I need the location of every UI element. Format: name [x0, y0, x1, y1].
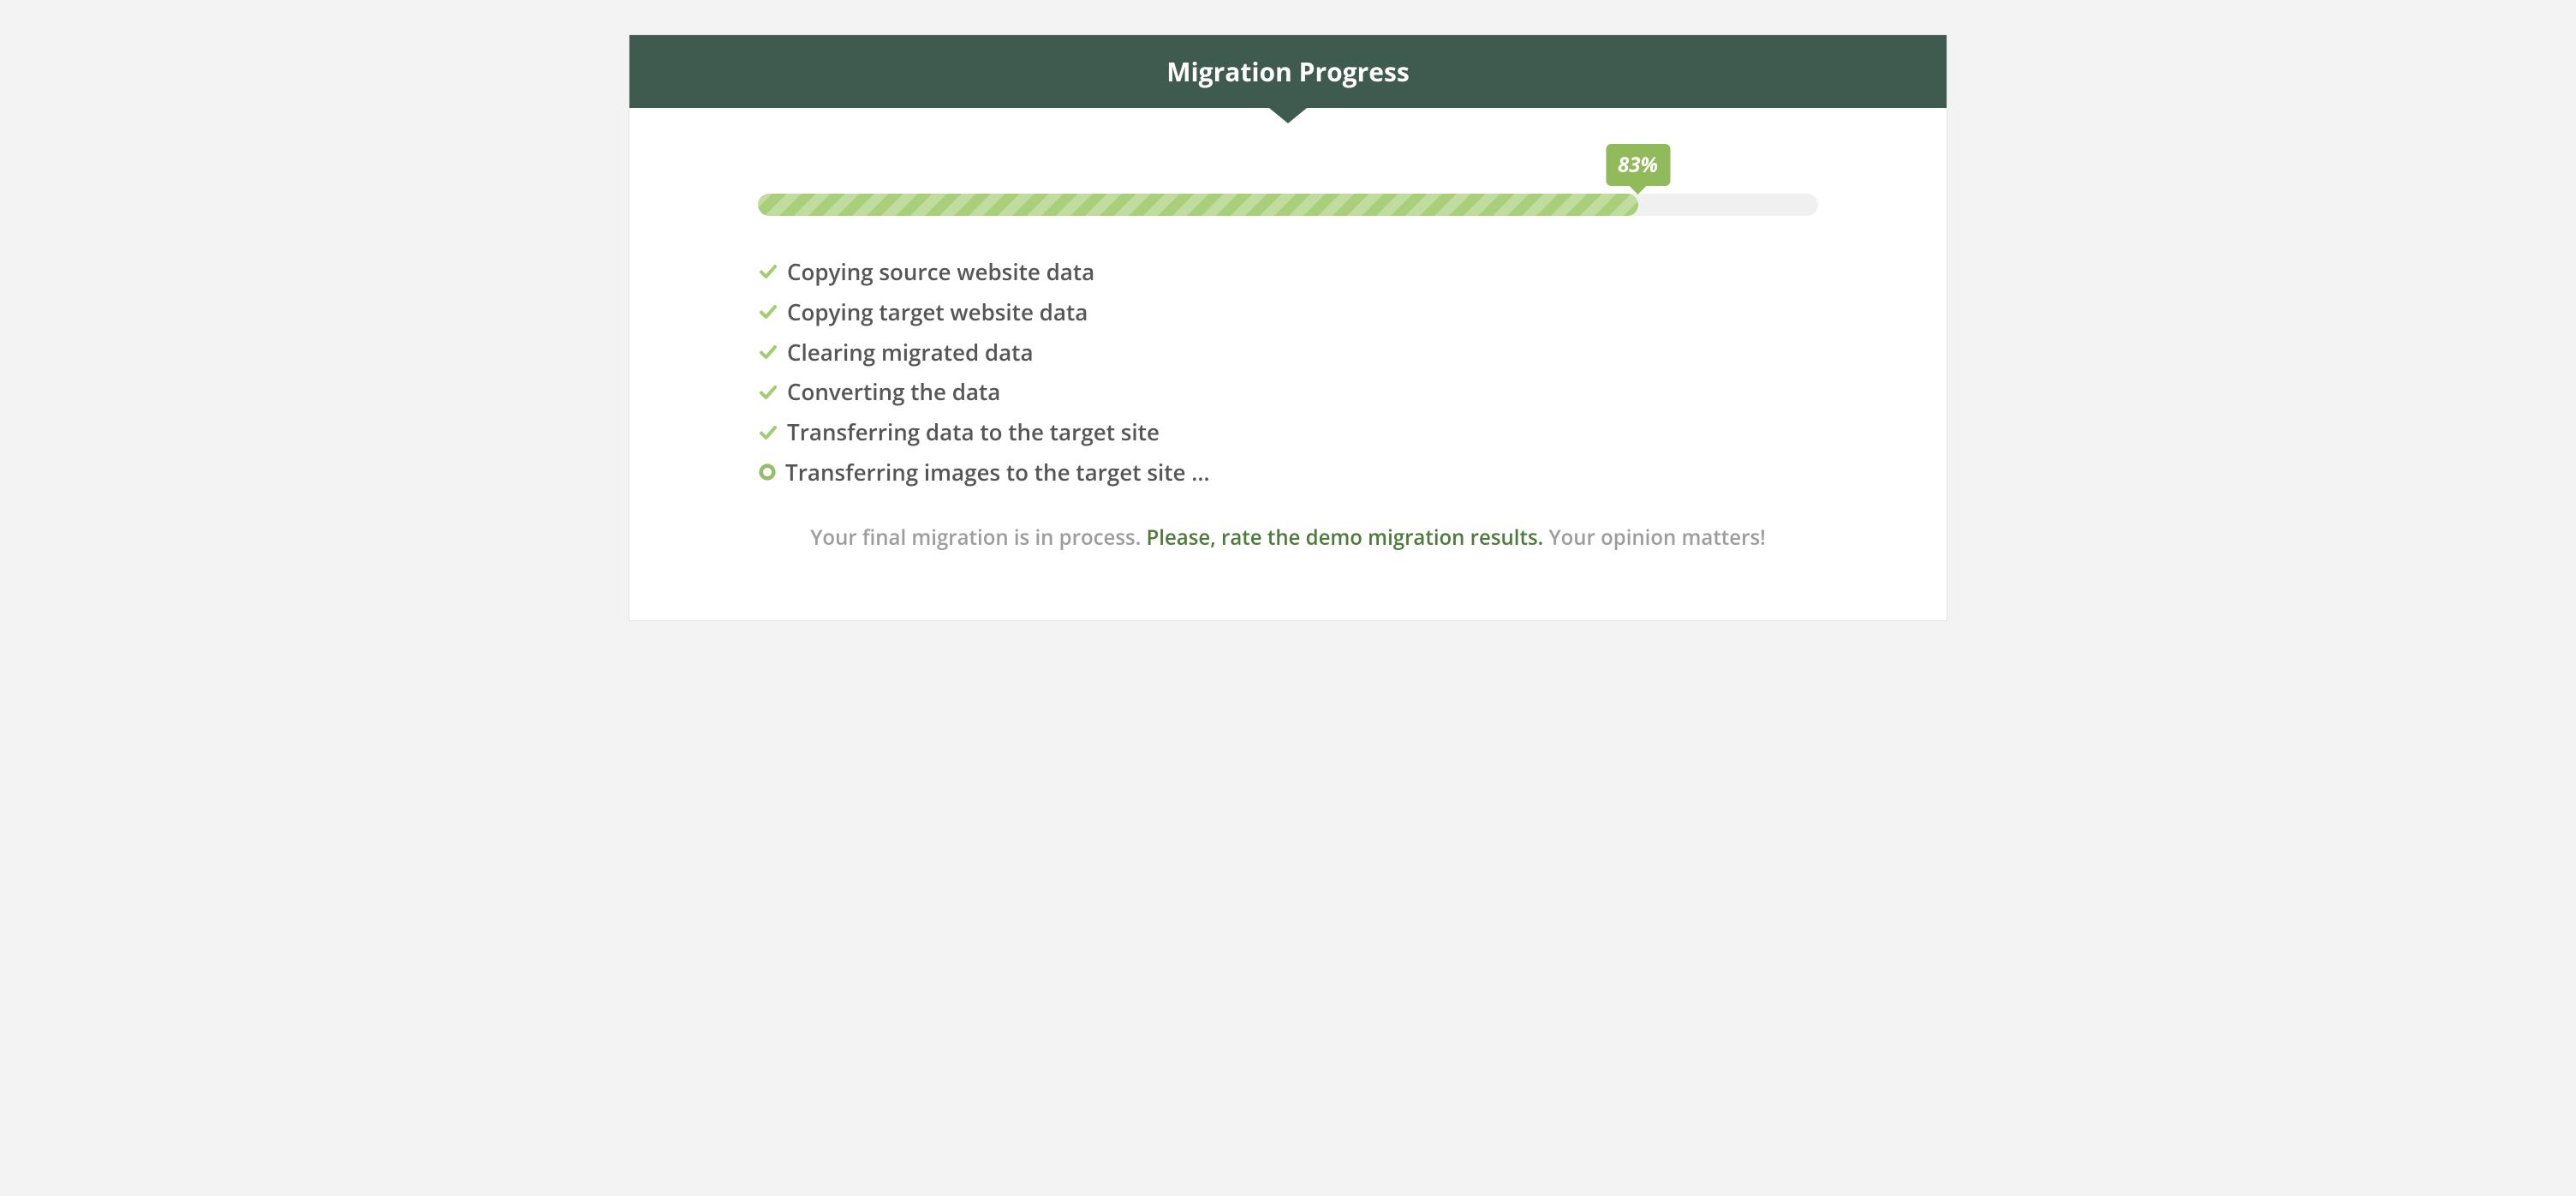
step-item: Transferring images to the target site .… — [758, 452, 1818, 493]
spinner-icon — [758, 463, 777, 481]
check-icon — [758, 261, 778, 282]
footer-tail-text: Your opinion matters! — [1548, 523, 1765, 552]
footer-lead-text: Your final migration is in process. — [810, 523, 1146, 552]
card-title: Migration Progress — [1166, 54, 1410, 89]
card-header: Migration Progress — [629, 35, 1947, 108]
step-item: Converting the data — [758, 372, 1818, 412]
progress-percent-badge: 83% — [1606, 144, 1670, 186]
migration-progress-card: Migration Progress 83% Copying source we… — [629, 34, 1947, 621]
step-item: Copying source website data — [758, 252, 1818, 292]
progress-fill — [758, 194, 1638, 216]
step-label: Transferring data to the target site — [787, 412, 1160, 452]
step-item: Clearing migrated data — [758, 332, 1818, 373]
progress-percent-label: 83% — [1618, 151, 1658, 179]
step-label: Transferring images to the target site .… — [785, 452, 1210, 493]
check-icon — [758, 302, 778, 322]
step-label: Converting the data — [787, 372, 1000, 412]
step-item: Copying target website data — [758, 292, 1818, 332]
card-body: 83% Copying source website dataCopying t… — [629, 108, 1947, 620]
step-label: Copying source website data — [787, 252, 1094, 292]
check-icon — [758, 422, 778, 443]
rate-demo-link[interactable]: Please, rate the demo migration results. — [1147, 523, 1544, 552]
migration-steps-list: Copying source website dataCopying targe… — [758, 252, 1818, 493]
step-label: Copying target website data — [787, 292, 1088, 332]
step-label: Clearing migrated data — [787, 332, 1034, 373]
progress-bar: 83% — [758, 194, 1818, 216]
footer-note: Your final migration is in process. Plea… — [758, 523, 1818, 552]
check-icon — [758, 342, 778, 362]
step-item: Transferring data to the target site — [758, 412, 1818, 452]
progress-track — [758, 194, 1818, 216]
check-icon — [758, 382, 778, 403]
